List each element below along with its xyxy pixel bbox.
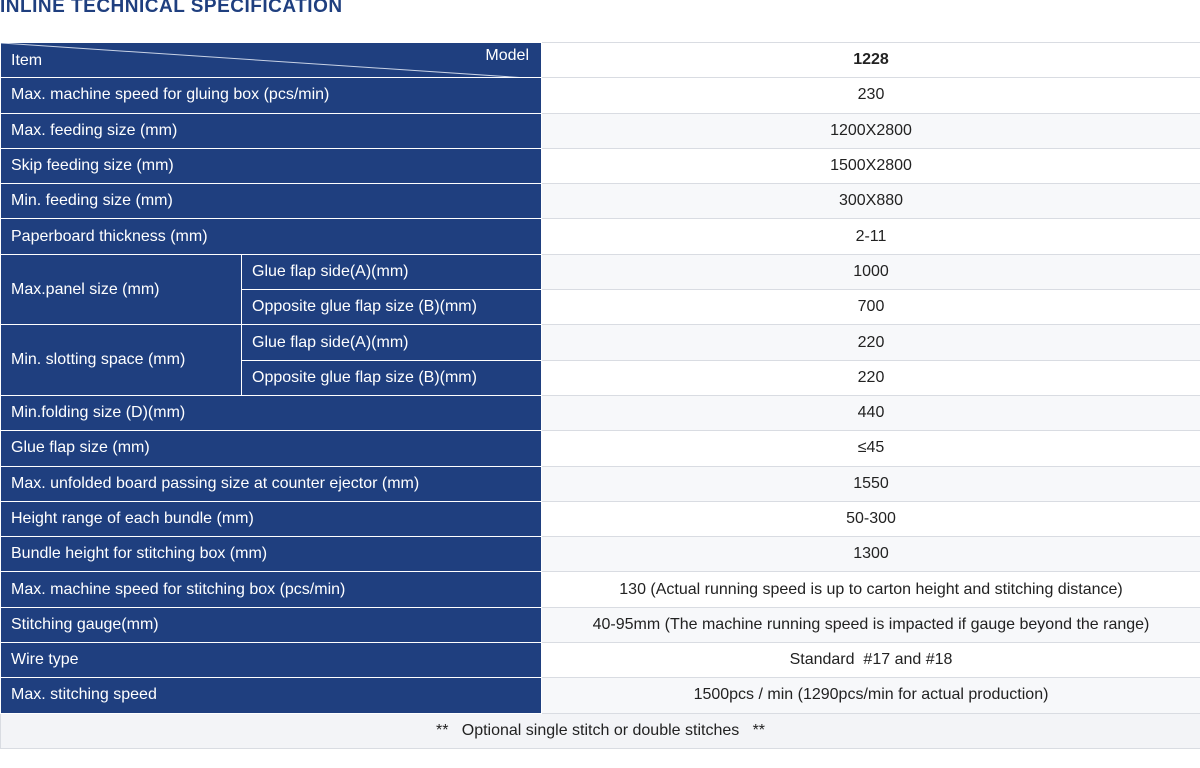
spec-row: Opposite glue flap size (B)(mm) 220	[1, 359, 1200, 396]
table-body: Item Model 1228 Max. machine speed for glui…	[0, 41, 1200, 749]
row-label: Min. feeding size (mm)	[0, 183, 542, 220]
row-value: 1550	[541, 465, 1200, 502]
spec-row: Height range of each bundle (mm) 50-300	[0, 500, 1200, 538]
row-value: 2-11	[541, 218, 1200, 255]
spec-row: Max. machine speed for gluing box (pcs/m…	[0, 77, 1200, 114]
spec-row: Min. slotting space (mm) Glue flap side(A…	[0, 324, 1200, 396]
row-value: Standard #17 and #18	[541, 642, 1200, 679]
item-label: Item	[11, 52, 43, 70]
row-label: Height range of each bundle (mm)	[0, 500, 542, 538]
spec-row: Opposite glue flap size (B)(mm) 700	[1, 289, 1200, 326]
row-label: Max. unfolded board passing size at coun…	[0, 465, 542, 502]
footnote: ** Optional single stitch or double stit…	[0, 712, 1200, 749]
sub-label: Opposite glue flap size (B)(mm)	[241, 359, 542, 396]
header-cell: Item Model	[0, 41, 542, 79]
row-value: 220	[541, 359, 1200, 396]
row-label: Max. machine speed for stitching box (pc…	[0, 571, 542, 608]
row-value: 130 (Actual running speed is up to carto…	[541, 571, 1200, 608]
row-label: Bundle height for stitching box (mm)	[0, 536, 542, 573]
row-label: Max. stitching speed	[0, 677, 542, 714]
row-label: Min. slotting space (mm)	[0, 324, 242, 396]
spec-row: Stitching gauge(mm) 40-95mm (The machine …	[0, 606, 1200, 644]
spec-row: Glue flap size (mm) ≤45	[0, 430, 1200, 467]
spec-row: Bundle height for stitching box (mm) 1300	[0, 536, 1200, 573]
spec-row: Paperboard thickness (mm) 2-11	[0, 218, 1200, 255]
spec-row: Min. feeding size (mm) 300X880	[0, 183, 1200, 220]
header-row: Item Model 1228	[0, 41, 1200, 79]
spec-row: Max.panel size (mm) Glue flap side(A)(mm)…	[0, 253, 1200, 326]
row-value: 440	[541, 394, 1200, 432]
spec-row: Min.folding size (D)(mm) 440	[0, 394, 1200, 432]
row-value: 1500pcs / min (1290pcs/min for actual pr…	[541, 677, 1200, 714]
page-title: INLINE TECHNICAL SPECIFICATION	[0, 0, 343, 17]
row-value: 300X880	[541, 183, 1200, 220]
spec-row: Max. feeding size (mm) 1200X2800	[0, 112, 1200, 149]
sub-label: Opposite glue flap size (B)(mm)	[241, 289, 542, 326]
row-value: 1500X2800	[541, 147, 1200, 185]
row-label: Paperboard thickness (mm)	[0, 218, 542, 255]
row-label: Min.folding size (D)(mm)	[0, 394, 542, 432]
row-label: Glue flap size (mm)	[0, 430, 542, 467]
row-value: 40-95mm (The machine running speed is im…	[541, 606, 1200, 644]
spec-table: Item Model 1228 Max. machine speed for glui…	[0, 41, 1200, 749]
row-label: Skip feeding size (mm)	[0, 147, 542, 185]
spec-row: Wire type Standard #17 and #18	[0, 642, 1200, 679]
row-label: Max.panel size (mm)	[0, 253, 242, 326]
row-value: 700	[541, 289, 1200, 326]
row-label: Wire type	[0, 642, 542, 679]
model-label: Model	[485, 47, 529, 64]
row-value: 50-300	[541, 500, 1200, 538]
row-value: 1300	[541, 536, 1200, 573]
sub-label: Glue flap side(A)(mm)	[241, 324, 542, 361]
spec-row: Max. stitching speed 1500pcs / min (1290p…	[0, 677, 1200, 714]
row-label: Stitching gauge(mm)	[0, 606, 542, 644]
model-value: 1228	[541, 41, 1200, 79]
footnote-row: ** Optional single stitch or double stit…	[0, 712, 1200, 749]
row-value: 220	[541, 324, 1200, 361]
row-value: 230	[541, 77, 1200, 114]
diagonal	[1, 43, 517, 77]
spec-row: Max. unfolded board passing size at coun…	[0, 465, 1200, 502]
row-label: Max. machine speed for gluing box (pcs/m…	[0, 77, 542, 114]
spec-row: Max. machine speed for stitching box (pc…	[0, 571, 1200, 608]
row-label: Max. feeding size (mm)	[0, 112, 542, 149]
row-value: ≤45	[541, 430, 1200, 467]
sub-label: Glue flap side(A)(mm)	[241, 253, 542, 291]
row-value: 1200X2800	[541, 112, 1200, 149]
spec-row: Skip feeding size (mm) 1500X2800	[0, 147, 1200, 185]
row-value: 1000	[541, 253, 1200, 291]
